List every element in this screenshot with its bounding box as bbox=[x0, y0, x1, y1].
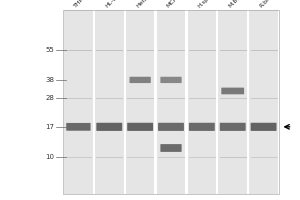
FancyBboxPatch shape bbox=[220, 123, 246, 131]
Text: Hela: Hela bbox=[135, 0, 149, 9]
Text: 17: 17 bbox=[45, 124, 54, 130]
Text: R.brain: R.brain bbox=[259, 0, 278, 9]
Text: HL-60: HL-60 bbox=[104, 0, 121, 9]
Text: 38: 38 bbox=[45, 77, 54, 83]
Bar bbox=[126, 10, 154, 194]
FancyBboxPatch shape bbox=[221, 88, 244, 94]
FancyBboxPatch shape bbox=[160, 144, 182, 152]
FancyBboxPatch shape bbox=[160, 77, 182, 83]
FancyBboxPatch shape bbox=[66, 123, 91, 131]
FancyBboxPatch shape bbox=[127, 123, 153, 131]
Text: 55: 55 bbox=[45, 47, 54, 53]
Text: 10: 10 bbox=[45, 154, 54, 160]
Text: THP-1: THP-1 bbox=[74, 0, 90, 9]
Text: M.brain: M.brain bbox=[228, 0, 248, 9]
Bar bbox=[95, 10, 124, 194]
FancyBboxPatch shape bbox=[96, 123, 122, 131]
Text: H.spleen: H.spleen bbox=[197, 0, 220, 9]
Bar bbox=[63, 10, 279, 194]
FancyBboxPatch shape bbox=[158, 123, 184, 131]
Bar bbox=[188, 10, 216, 194]
Bar bbox=[64, 10, 93, 194]
Text: MCF-7: MCF-7 bbox=[166, 0, 183, 9]
FancyBboxPatch shape bbox=[250, 123, 277, 131]
Bar bbox=[249, 10, 278, 194]
Text: 28: 28 bbox=[45, 95, 54, 101]
FancyBboxPatch shape bbox=[189, 123, 215, 131]
Bar bbox=[218, 10, 247, 194]
Bar bbox=[157, 10, 185, 194]
FancyBboxPatch shape bbox=[130, 77, 151, 83]
